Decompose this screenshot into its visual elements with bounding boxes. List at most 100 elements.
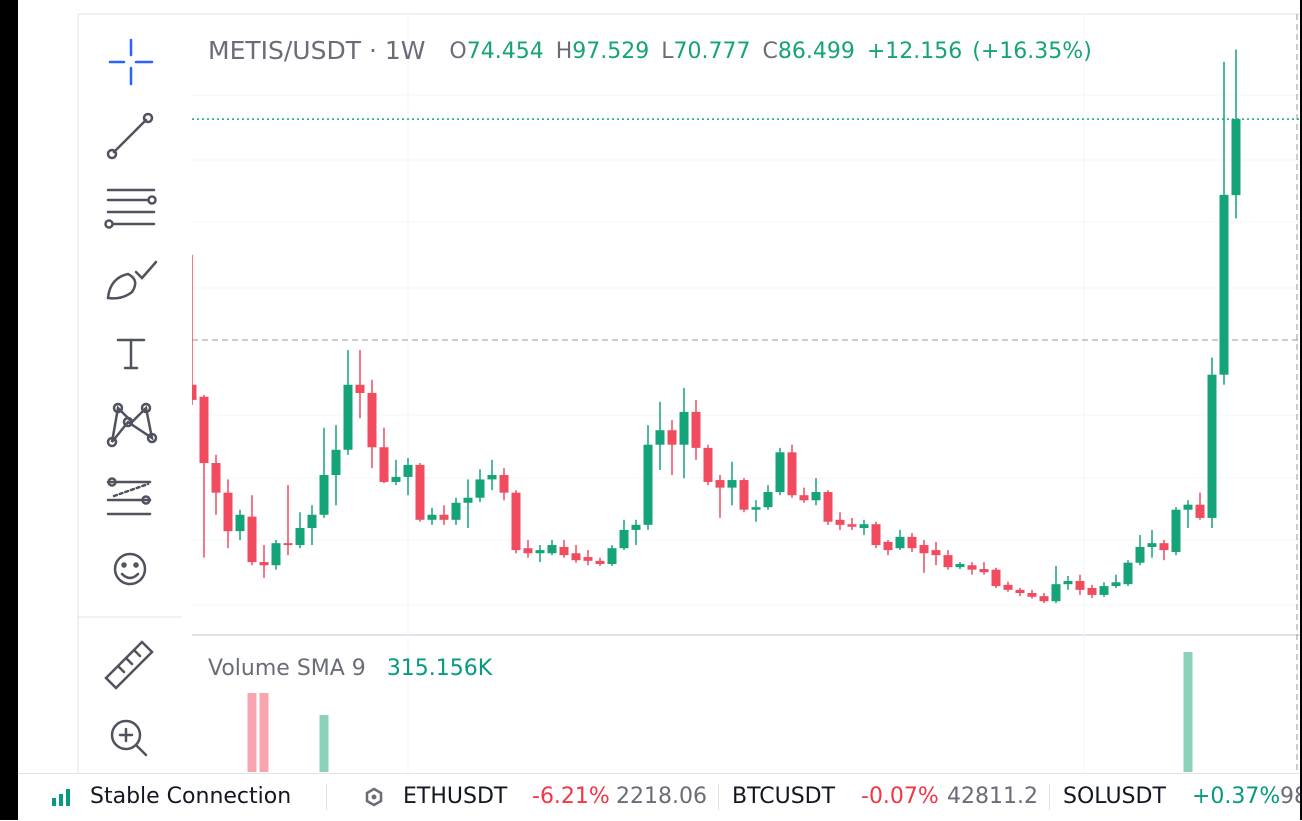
connection-icon <box>52 789 70 806</box>
candle-body <box>319 475 329 515</box>
ohlc-label: C <box>763 39 778 64</box>
candle-body <box>307 514 317 529</box>
candle-body <box>379 447 389 482</box>
candle-body <box>367 392 377 448</box>
plot-area <box>192 49 1300 772</box>
candle-body <box>475 479 485 498</box>
crosshair-tool[interactable] <box>108 38 154 86</box>
ticker-symbol[interactable]: ETHUSDT <box>403 784 508 809</box>
candle-body <box>691 411 701 448</box>
candle-body <box>883 541 893 551</box>
emoji-tool[interactable] <box>113 552 147 586</box>
candle-body <box>463 497 473 503</box>
candle-body <box>439 514 449 520</box>
grid <box>192 14 1300 773</box>
ohlc-label: L <box>661 39 674 64</box>
ticker-symbol[interactable]: BTCUSDT <box>732 784 836 809</box>
candle-body <box>295 528 305 546</box>
zoom-tool[interactable] <box>110 719 148 757</box>
candle-body <box>343 384 353 450</box>
ticker-icon <box>365 787 383 807</box>
candle-body <box>1171 509 1181 552</box>
candle-body <box>1219 194 1229 375</box>
candle-body <box>1231 119 1241 196</box>
connection-status[interactable]: Stable Connection <box>90 784 292 809</box>
pattern-tool[interactable] <box>106 402 158 448</box>
candle-body <box>247 516 257 563</box>
candle-body <box>979 569 989 573</box>
change-percent: (+16.35%) <box>972 39 1092 64</box>
ticker-symbol[interactable]: SOLUSDT <box>1063 784 1166 809</box>
candle-body <box>991 569 1001 587</box>
header: METIS/USDT · 1W O74.454 H97.529 L70.777 C86… <box>208 36 1092 65</box>
separator <box>1049 784 1050 810</box>
volume-header: Volume SMA 9 315.156K <box>208 656 493 681</box>
text-tool[interactable] <box>116 338 146 370</box>
candle-body <box>1063 581 1073 585</box>
toolbar <box>104 38 158 757</box>
candle-body <box>1015 589 1025 594</box>
candle-body <box>763 492 773 508</box>
candle-body <box>199 396 209 464</box>
candle-body <box>331 449 341 476</box>
candle-body <box>631 524 641 530</box>
volume-bar <box>259 693 269 772</box>
candle-body <box>427 514 437 520</box>
candle-body <box>1051 584 1061 602</box>
separator <box>326 784 327 810</box>
ticker-price: 42811.2 <box>947 784 1038 809</box>
candle-body <box>235 514 245 532</box>
candle-body <box>451 502 461 520</box>
candle-body <box>799 495 809 501</box>
candle-body <box>823 492 833 522</box>
ruler-tool[interactable] <box>104 640 154 690</box>
ohlc-value: 86.499 <box>778 39 855 64</box>
candle-body <box>259 562 269 566</box>
candle-body <box>1159 543 1169 551</box>
fib-tool[interactable] <box>104 188 157 229</box>
candle-body <box>547 545 557 554</box>
candle-body <box>739 480 749 510</box>
candle-body <box>559 546 569 556</box>
candle-body <box>859 524 869 529</box>
ticker-change: -0.07% <box>861 784 939 809</box>
candle-body <box>847 524 857 527</box>
candle-body <box>403 464 413 477</box>
candle-body <box>1039 596 1049 602</box>
prediction-tool[interactable] <box>106 477 152 516</box>
ticker-price: 2218.06 <box>616 784 707 809</box>
candle-body <box>871 524 881 546</box>
candle-body <box>1111 582 1121 587</box>
candle-body <box>787 452 797 496</box>
brush-tool[interactable] <box>106 260 158 300</box>
candle-body <box>643 444 653 525</box>
ticker-change: -6.21% <box>532 784 610 809</box>
candle-body <box>192 384 197 400</box>
right-edge <box>1300 0 1302 820</box>
trend-line-tool[interactable] <box>106 112 154 160</box>
candle-body <box>1099 586 1109 595</box>
volume-bar <box>319 715 329 772</box>
candle-body <box>511 492 521 551</box>
candle-body <box>535 550 545 554</box>
separator <box>718 784 719 810</box>
candle-body <box>1135 546 1145 563</box>
ohlc-value: 74.454 <box>467 39 544 64</box>
candle-body <box>1147 543 1157 547</box>
status-bar: Stable Connection ETHUSDT -6.21% 2218.06… <box>18 773 1300 821</box>
candle-body <box>355 384 365 393</box>
candle-body <box>895 536 905 549</box>
candle-body <box>571 553 581 561</box>
candle-body <box>751 507 761 510</box>
candle-body <box>595 560 605 564</box>
ticker-price: 98 <box>1280 784 1300 809</box>
change: +12.156 <box>867 39 962 64</box>
candle-body <box>271 543 281 566</box>
candle-body <box>583 557 593 561</box>
candle-body <box>967 565 977 570</box>
candle-body <box>835 519 845 525</box>
ohlc-label: H <box>556 39 573 64</box>
left-edge <box>0 0 18 820</box>
